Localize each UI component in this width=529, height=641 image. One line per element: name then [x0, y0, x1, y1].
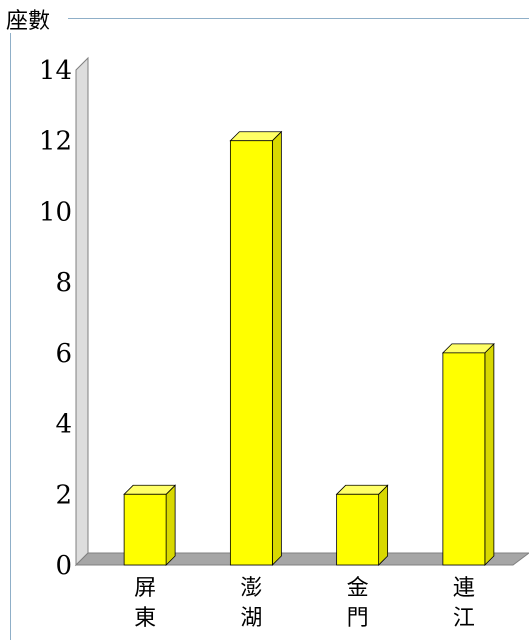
y-tick-label: 2 — [55, 480, 72, 510]
x-tick-label: 澎湖 — [240, 576, 262, 631]
bar-4 — [441, 342, 495, 566]
x-tick-label: 屏東 — [134, 576, 156, 631]
x-tick-label: 連江 — [453, 576, 475, 631]
y-tick-label: 10 — [39, 197, 72, 227]
y-tick-label: 0 — [55, 551, 72, 581]
x-tick-label: 金門 — [347, 576, 369, 631]
y-tick-label: 6 — [55, 339, 72, 369]
bar-2 — [229, 130, 283, 566]
y-tick-label: 4 — [55, 410, 72, 440]
bar-top — [229, 131, 283, 142]
bars — [123, 130, 495, 566]
bar-front — [229, 140, 273, 566]
bar-side — [378, 484, 389, 566]
bar-side — [484, 342, 495, 566]
y-axis-title: 座數 — [6, 9, 50, 34]
bar-front — [123, 493, 167, 566]
bar-1 — [123, 484, 177, 566]
bar-front — [442, 352, 486, 566]
bar-top — [123, 484, 177, 495]
x-axis-labels: 屏東 澎湖 金門 連江 — [134, 576, 475, 631]
y-tick-label: 12 — [39, 127, 72, 157]
y-tick-label: 8 — [55, 268, 72, 298]
bar-top — [335, 484, 389, 495]
bar-front — [336, 493, 380, 566]
bar-3 — [335, 484, 389, 566]
y-tick-label: 14 — [39, 56, 72, 86]
bar-side — [165, 484, 176, 566]
bar-top — [441, 343, 495, 354]
bar-side — [271, 130, 282, 566]
side-wall — [75, 56, 89, 567]
y-axis-title-background — [0, 3, 68, 33]
y-axis-ticks: 0 2 4 6 8 10 12 14 — [39, 56, 72, 581]
